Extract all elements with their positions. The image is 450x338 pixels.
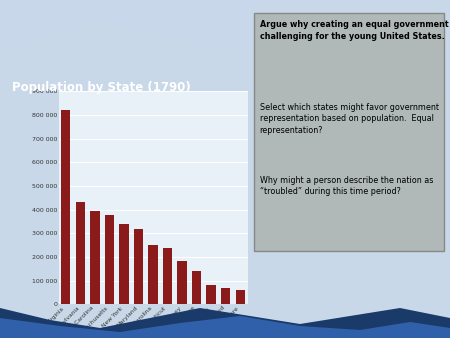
Bar [221, 288, 230, 304]
Bar [207, 285, 216, 304]
Bar [148, 245, 158, 304]
Bar [134, 229, 143, 304]
Bar [192, 271, 201, 304]
Text: Argue why creating an equal government might be
challenging for the young United: Argue why creating an equal government m… [260, 20, 450, 41]
Bar [76, 201, 85, 304]
FancyBboxPatch shape [254, 13, 444, 251]
Bar [90, 211, 99, 304]
Bar [105, 215, 114, 304]
PathPatch shape [0, 0, 255, 43]
PathPatch shape [0, 0, 256, 55]
PathPatch shape [0, 316, 450, 338]
Bar [163, 248, 172, 304]
Text: Population by State (1790): Population by State (1790) [12, 80, 190, 94]
Bar [177, 261, 187, 304]
Bar [235, 290, 245, 304]
Text: Why might a person describe the nation as
“troubled” during this time period?: Why might a person describe the nation a… [260, 176, 433, 196]
Bar [119, 224, 129, 304]
PathPatch shape [0, 308, 450, 338]
Text: Select which states might favor government
representation based on population.  : Select which states might favor governme… [260, 103, 439, 135]
PathPatch shape [0, 0, 256, 43]
Bar [61, 110, 71, 304]
PathPatch shape [0, 0, 256, 48]
